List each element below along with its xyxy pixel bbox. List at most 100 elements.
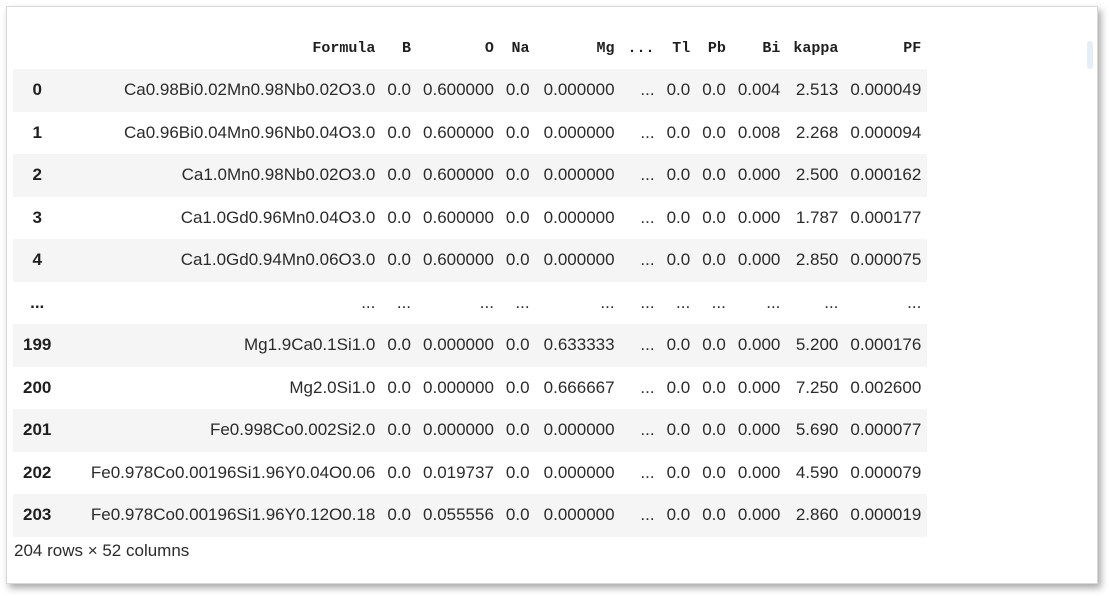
table-cell: 0.0 xyxy=(505,377,530,397)
table-cell: ... xyxy=(640,165,655,185)
table-body: 0 Ca0.98Bi0.02Mn0.98Nb0.02O3.0 0.0 0.600000… xyxy=(13,69,928,537)
header-row: Formula B O Na Mg... Tl Pb Bi kappa PF xyxy=(13,27,927,69)
row-index: 199 xyxy=(23,335,52,355)
table-cell: 0.000000 xyxy=(543,165,615,185)
table-row: 2 Ca1.0Mn0.98Nb0.02O3.0 0.0 0.600000 0.0 0.00… xyxy=(13,154,928,197)
table-cell: Fe0.978Co0.00196Si1.96Y0.12O0.18 xyxy=(90,505,376,525)
table-cell: 0.000000 xyxy=(543,80,615,100)
table-cell: ... xyxy=(640,250,655,270)
table-cell: ... xyxy=(479,292,494,312)
table-cell: 0.000 xyxy=(737,165,781,185)
table-cell: 0.000000 xyxy=(423,420,494,440)
table-cell: 0.000 xyxy=(737,462,781,482)
row-index: ... xyxy=(30,292,45,312)
row-index: 202 xyxy=(23,462,52,482)
table-cell: 0.0 xyxy=(666,505,691,525)
table-cell: 0.004 xyxy=(737,80,781,100)
table-cell: 0.0 xyxy=(702,122,726,142)
table-cell: Fe0.978Co0.00196Si1.96Y0.04O0.06 xyxy=(90,462,376,482)
row-index: 200 xyxy=(23,377,52,397)
table-row: 1 Ca0.96Bi0.04Mn0.96Nb0.04O3.0 0.0 0.600000… xyxy=(13,111,928,154)
column-header: Pb xyxy=(707,39,726,57)
table-cell: 0.000094 xyxy=(850,122,922,142)
table-cell: 0.000000 xyxy=(543,250,615,270)
table-cell: 0.0 xyxy=(505,250,530,270)
table-cell: 0.000 xyxy=(737,420,781,440)
table-row: 202 Fe0.978Co0.00196Si1.96Y0.04O0.06 0.0 0.… xyxy=(13,451,928,494)
table-cell: 0.0 xyxy=(387,122,412,142)
table-cell: 0.0 xyxy=(666,207,691,227)
dataframe-output: Formula B O Na Mg... Tl Pb Bi kappa PF 0 Ca0.98Bi0… xyxy=(6,6,1098,584)
table-cell: 0.002600 xyxy=(850,377,922,397)
table-cell: 0.000 xyxy=(737,335,781,355)
table-cell: 0.0 xyxy=(387,335,412,355)
table-cell: 0.0 xyxy=(666,377,691,397)
table-cell: ... xyxy=(600,292,615,312)
table-cell: 1.787 xyxy=(795,207,839,227)
table-cell: ... xyxy=(396,292,412,312)
table-row: 0 Ca0.98Bi0.02Mn0.98Nb0.02O3.0 0.0 0.600000… xyxy=(13,69,928,112)
table-cell: 0.000 xyxy=(737,505,781,525)
table-cell: 0.0 xyxy=(505,420,530,440)
table-cell: ... xyxy=(766,292,781,312)
table-cell: 0.000000 xyxy=(423,377,494,397)
table-row: 199 Mg1.9Ca0.1Si1.0 0.0 0.000000 0.0 0.633333… xyxy=(13,324,928,367)
table-cell: 0.0 xyxy=(387,250,412,270)
table-cell: ... xyxy=(640,462,655,482)
row-index: 203 xyxy=(23,505,52,525)
table-cell: 0.0 xyxy=(702,80,726,100)
table-cell: 2.268 xyxy=(795,122,839,142)
table-cell: 0.000000 xyxy=(543,420,615,440)
table-cell: ... xyxy=(361,292,376,312)
table-cell: 0.000000 xyxy=(543,462,615,482)
table-cell: 0.0 xyxy=(666,250,691,270)
column-header: Tl xyxy=(672,39,691,57)
table-row: 201 Fe0.998Co0.002Si2.0 0.0 0.000000 0.0 0.00… xyxy=(13,409,928,452)
table-cell: 0.0 xyxy=(702,377,726,397)
table-cell: 0.0 xyxy=(702,420,726,440)
table-cell: ... xyxy=(640,207,655,227)
table-cell: ... xyxy=(640,377,655,397)
table-cell: ... xyxy=(711,292,726,312)
table-cell: 0.600000 xyxy=(423,122,494,142)
table-cell: 0.0 xyxy=(387,207,412,227)
table-cell: 0.0 xyxy=(387,377,412,397)
table-cell: 0.0 xyxy=(702,207,726,227)
table-cell: 0.0 xyxy=(505,122,530,142)
column-header: ... xyxy=(627,39,655,57)
table-row: 4 Ca1.0Gd0.94Mn0.06O3.0 0.0 0.600000 0.0 0.00… xyxy=(13,239,928,282)
table-cell: 0.0 xyxy=(387,420,412,440)
table-cell: 2.500 xyxy=(795,165,839,185)
table-cell: Fe0.998Co0.002Si2.0 xyxy=(209,420,376,440)
table-cell: 0.0 xyxy=(505,207,530,227)
column-header: kappa xyxy=(793,39,839,57)
table-cell: Mg1.9Ca0.1Si1.0 xyxy=(244,335,376,355)
column-header: Na xyxy=(511,39,530,57)
table-cell: 0.0 xyxy=(387,80,412,100)
table-cell: 0.000000 xyxy=(543,122,615,142)
table-cell: 0.000077 xyxy=(850,420,922,440)
table-cell: Ca0.96Bi0.04Mn0.96Nb0.04O3.0 xyxy=(123,122,376,142)
table-cell: ... xyxy=(640,505,655,525)
table-cell: 0.600000 xyxy=(423,165,494,185)
table-cell: 5.690 xyxy=(795,420,839,440)
table-cell: 0.000176 xyxy=(850,335,922,355)
row-index: 2 xyxy=(32,165,42,185)
table-cell: 0.0 xyxy=(666,335,691,355)
table-cell: 2.850 xyxy=(795,250,839,270)
table-header: Formula B O Na Mg... Tl Pb Bi kappa PF xyxy=(13,27,927,69)
table-cell: 0.000000 xyxy=(423,335,494,355)
table-cell: Ca0.98Bi0.02Mn0.98Nb0.02O3.0 xyxy=(123,80,376,100)
table-cell: 0.0 xyxy=(702,165,726,185)
table-cell: 0.0 xyxy=(505,505,530,525)
table-cell: 0.000 xyxy=(737,207,781,227)
table-cell: 0.000079 xyxy=(850,462,922,482)
dataframe-table: Formula B O Na Mg... Tl Pb Bi kappa PF 0 Ca0.98Bi0… xyxy=(13,27,928,537)
table-cell: ... xyxy=(515,292,530,312)
column-header: Formula xyxy=(312,39,376,57)
row-index: 3 xyxy=(32,207,42,227)
index-header xyxy=(13,27,63,69)
table-cell: 0.000075 xyxy=(850,250,922,270)
table-cell: ... xyxy=(640,292,655,312)
scroll-indicator[interactable] xyxy=(1087,41,1093,69)
